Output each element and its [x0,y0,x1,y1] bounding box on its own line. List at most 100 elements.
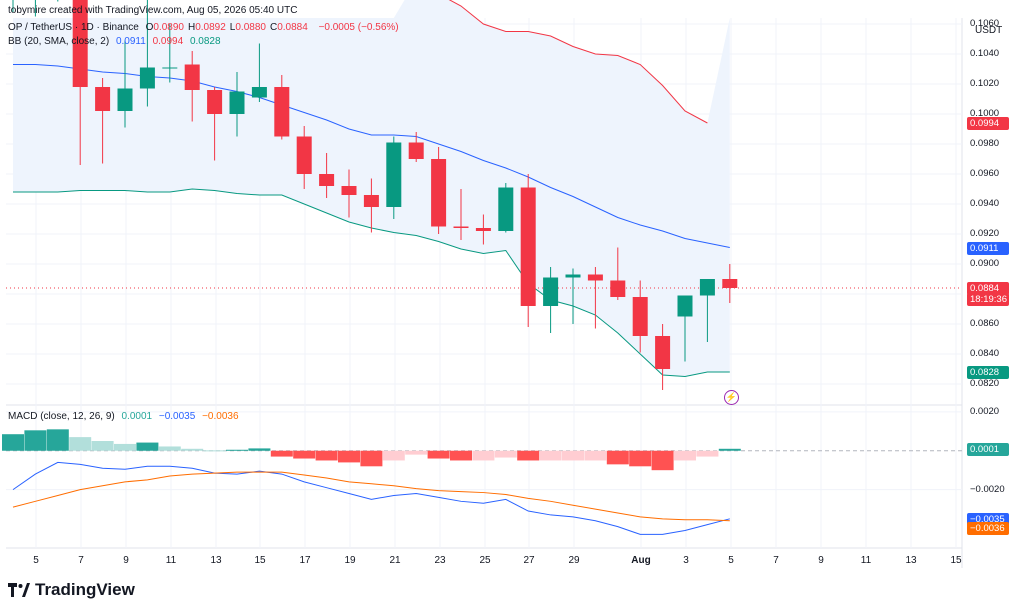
candle-body [722,279,738,288]
creator-line: tobymire created with TradingView.com, A… [8,5,298,16]
macd-histogram-bar [584,450,607,461]
macd-histogram-bar [562,450,584,461]
time-tick-label: 17 [299,555,311,566]
macd-histogram-bar [315,450,338,461]
price-tick-label: 0.0860 [970,318,1000,329]
time-tick-label: 9 [123,555,129,566]
bb-label[interactable]: BB (20, SMA, close, 2) [8,36,110,47]
macd-histogram-bar [696,450,719,457]
ohlc-key: O [145,22,154,33]
bb-upper-value: 0.0994 [152,36,184,47]
macd-histogram-bar [114,443,136,451]
price-tick-label: 0.0820 [970,378,1000,389]
macd-histogram-bar [248,448,271,451]
time-tick-label: 7 [78,555,84,566]
bb-basis-value: 0.0911 [115,36,146,47]
price-tick-label: 0.0960 [970,168,1000,179]
time-tick-label: 23 [434,555,446,566]
ohlc-value: 0.0884 [277,22,308,33]
candle-body [565,274,581,278]
candle-body [453,226,469,228]
time-tick-label: 13 [905,555,917,566]
macd-histogram-bar [203,450,226,452]
candle-body [431,159,447,227]
price-tick-label: 0.1000 [970,108,1000,119]
macd-histogram-bar [674,450,696,461]
signal-badge: −0.0036 [967,521,1009,535]
macd-histogram-bar [539,450,562,461]
alert-icon[interactable]: ⚡ [724,390,739,405]
price-change: −0.0005 (−0.56%) [318,22,399,33]
candle-body [296,136,312,174]
macd-line [12,461,730,535]
macd-histogram-bar [517,450,540,461]
hist-badge: 0.0001 [967,442,1009,456]
signal-line [12,471,730,522]
time-tick-label: 3 [683,555,689,566]
ohlc-value: 0.0892 [195,22,226,33]
macd-histogram-bar [2,434,24,451]
candle-body [139,67,155,89]
macd-histogram-bar [270,450,293,457]
macd-histogram-bar [405,450,428,455]
candle-body [319,174,335,186]
macd-tick-label: 0.0020 [970,405,1000,417]
candle-body [498,187,514,231]
symbol-title[interactable]: OP / TetherUS · 1D · Binance [8,22,139,33]
currency-label[interactable]: USDT [975,25,1003,36]
bb-lower-value: 0.0828 [189,36,221,47]
time-tick-label: 15 [254,555,266,566]
macd-histogram-bar [69,437,92,451]
macd-histogram-bar [494,450,517,458]
time-tick-label: 11 [165,555,177,566]
price-tick-label: 0.0980 [970,138,1000,149]
price-tick-label: 0.0900 [970,258,1000,269]
upper-band-badge: 0.0994 [967,117,1009,130]
bb-legend: BB (20, SMA, close, 2) 0.0911 0.0994 0.0… [8,36,225,48]
candle-body [610,280,626,297]
macd-tick-label: −0.0020 [970,483,1005,495]
macd-histogram-bar [226,449,248,451]
macd-histogram-bar [718,448,741,451]
candle-body [587,274,603,281]
time-tick-label: 15 [950,555,962,566]
candle-body [655,336,671,369]
time-tick-label: 27 [523,555,535,566]
time-tick-label: 5 [33,555,39,566]
macd-hist-value: 0.0001 [121,411,153,422]
symbol-legend: OP / TetherUS · 1D · Binance O0.0890 H0.0… [8,22,403,34]
brand-logo[interactable]: TradingView [8,580,135,600]
time-tick-label: 19 [344,555,356,566]
price-badge: 0.0884 [967,282,1009,295]
countdown-badge: 18:19:36 [967,293,1009,306]
ohlc-key: C [269,22,278,33]
candle-body [699,279,715,296]
basis-badge: 0.0911 [967,241,1009,255]
candle-body [632,297,648,336]
price-tick-label: 0.0840 [970,348,1000,359]
candle-body [341,186,357,195]
time-tick-label: 5 [728,555,734,566]
macd-histogram-bar [382,450,405,461]
bb-upper-line [448,0,708,124]
bb-basis-line [13,64,730,248]
macd-histogram-bar [293,450,316,459]
macd-histogram-bar [181,448,204,451]
macd-histogram-bar [136,442,159,451]
candle-body [363,195,379,207]
time-tick-label: 11 [860,555,872,566]
macd-histogram-bar [24,430,47,451]
macd-label[interactable]: MACD (close, 12, 26, 9) [8,411,115,422]
price-tick-label: 0.0940 [970,198,1000,209]
candle-body [408,142,424,159]
time-tick-label: 25 [479,555,491,566]
ohlc-value: 0.0880 [235,22,266,33]
ohlc-value: 0.0890 [153,22,184,33]
ohlc-key: L [229,22,236,33]
candle-body [543,277,559,306]
time-tick-label: Aug [631,555,651,566]
time-tick-label: 29 [568,555,580,566]
lower-band-badge: 0.0828 [967,366,1009,379]
price-tick-label: 0.1020 [970,78,1000,89]
